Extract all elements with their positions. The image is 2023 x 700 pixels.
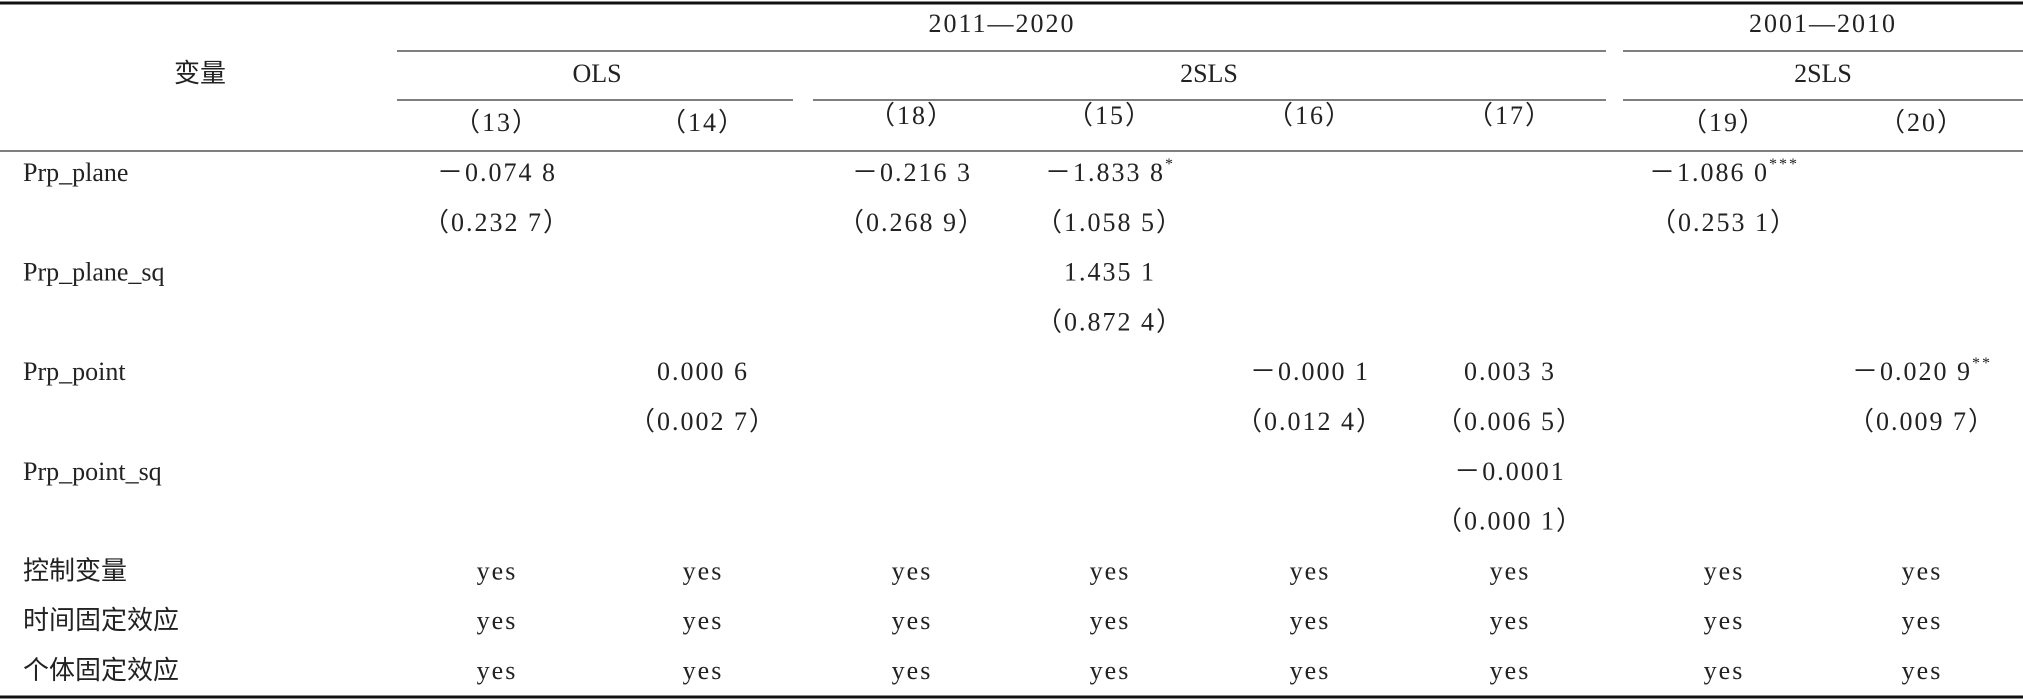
cell: yes — [1090, 606, 1131, 635]
row-label: 时间固定效应 — [23, 606, 179, 635]
cell: yes — [1490, 606, 1531, 635]
cell: yes — [1902, 556, 1943, 585]
significance: ** — [1972, 355, 1992, 372]
cell: yes — [1902, 656, 1943, 685]
cell: （0.012 4） — [1236, 407, 1384, 436]
cell: yes — [683, 656, 724, 685]
cell: yes — [1090, 656, 1131, 685]
cell: yes — [1090, 556, 1131, 585]
cell-value: －1.833 8 — [1045, 158, 1165, 187]
row-label: 控制变量 — [23, 556, 127, 585]
cell: yes — [1290, 656, 1331, 685]
cell: yes — [1704, 606, 1745, 635]
cell: yes — [477, 556, 518, 585]
cell: －0.074 8 — [437, 158, 557, 187]
cell: －0.000 1 — [1250, 357, 1370, 386]
row-label: 个体固定效应 — [23, 656, 179, 685]
column-header: （20） — [1879, 108, 1965, 137]
row-label: Prp_point_sq — [23, 457, 162, 486]
cell: －1.833 8* — [1045, 156, 1175, 187]
column-header: （18） — [869, 101, 955, 130]
method-header: 2SLS — [1180, 59, 1238, 88]
cell: yes — [1704, 656, 1745, 685]
cell: －0.0001 — [1454, 457, 1566, 486]
method-header: OLS — [572, 59, 621, 88]
cell: （0.009 7） — [1848, 407, 1996, 436]
cell-value: －1.086 0 — [1649, 158, 1769, 187]
cell: yes — [1490, 656, 1531, 685]
cell: yes — [683, 606, 724, 635]
cell: yes — [892, 656, 933, 685]
significance: *** — [1769, 156, 1799, 173]
cell: yes — [477, 606, 518, 635]
cell: （0.268 9） — [838, 208, 986, 237]
cell: yes — [477, 656, 518, 685]
cell: yes — [1290, 556, 1331, 585]
variable-header: 变量 — [174, 59, 226, 88]
cell: （0.232 7） — [423, 208, 571, 237]
cell: 0.000 6 — [657, 357, 749, 386]
column-header: （16） — [1267, 101, 1353, 130]
cell: yes — [683, 556, 724, 585]
cell: －1.086 0*** — [1649, 156, 1799, 187]
cell: （0.253 1） — [1650, 208, 1798, 237]
significance: * — [1165, 156, 1175, 173]
row-label: Prp_point — [23, 357, 126, 386]
column-header: （17） — [1467, 101, 1553, 130]
cell: 1.435 1 — [1064, 258, 1156, 287]
cell-value: －0.020 9 — [1852, 357, 1972, 386]
period-header: 2001—2010 — [1749, 9, 1897, 38]
cell: （0.872 4） — [1036, 307, 1184, 336]
cell: （0.006 5） — [1436, 407, 1584, 436]
cell: 0.003 3 — [1464, 357, 1556, 386]
row-label: Prp_plane_sq — [23, 258, 165, 287]
cell: yes — [1704, 556, 1745, 585]
cell: yes — [892, 606, 933, 635]
cell: yes — [892, 556, 933, 585]
column-header: （19） — [1681, 108, 1767, 137]
column-header: （15） — [1067, 101, 1153, 130]
period-header: 2011—2020 — [928, 9, 1075, 38]
row-label: Prp_plane — [23, 158, 128, 187]
column-header: （13） — [454, 108, 540, 137]
cell: －0.020 9** — [1852, 355, 1992, 386]
column-header: （14） — [660, 108, 746, 137]
method-header: 2SLS — [1794, 59, 1852, 88]
cell: （0.002 7） — [629, 407, 777, 436]
cell: yes — [1290, 606, 1331, 635]
cell: －0.216 3 — [852, 158, 972, 187]
cell: （0.000 1） — [1436, 507, 1584, 536]
cell: yes — [1490, 556, 1531, 585]
cell: （1.058 5） — [1036, 208, 1184, 237]
cell: yes — [1902, 606, 1943, 635]
